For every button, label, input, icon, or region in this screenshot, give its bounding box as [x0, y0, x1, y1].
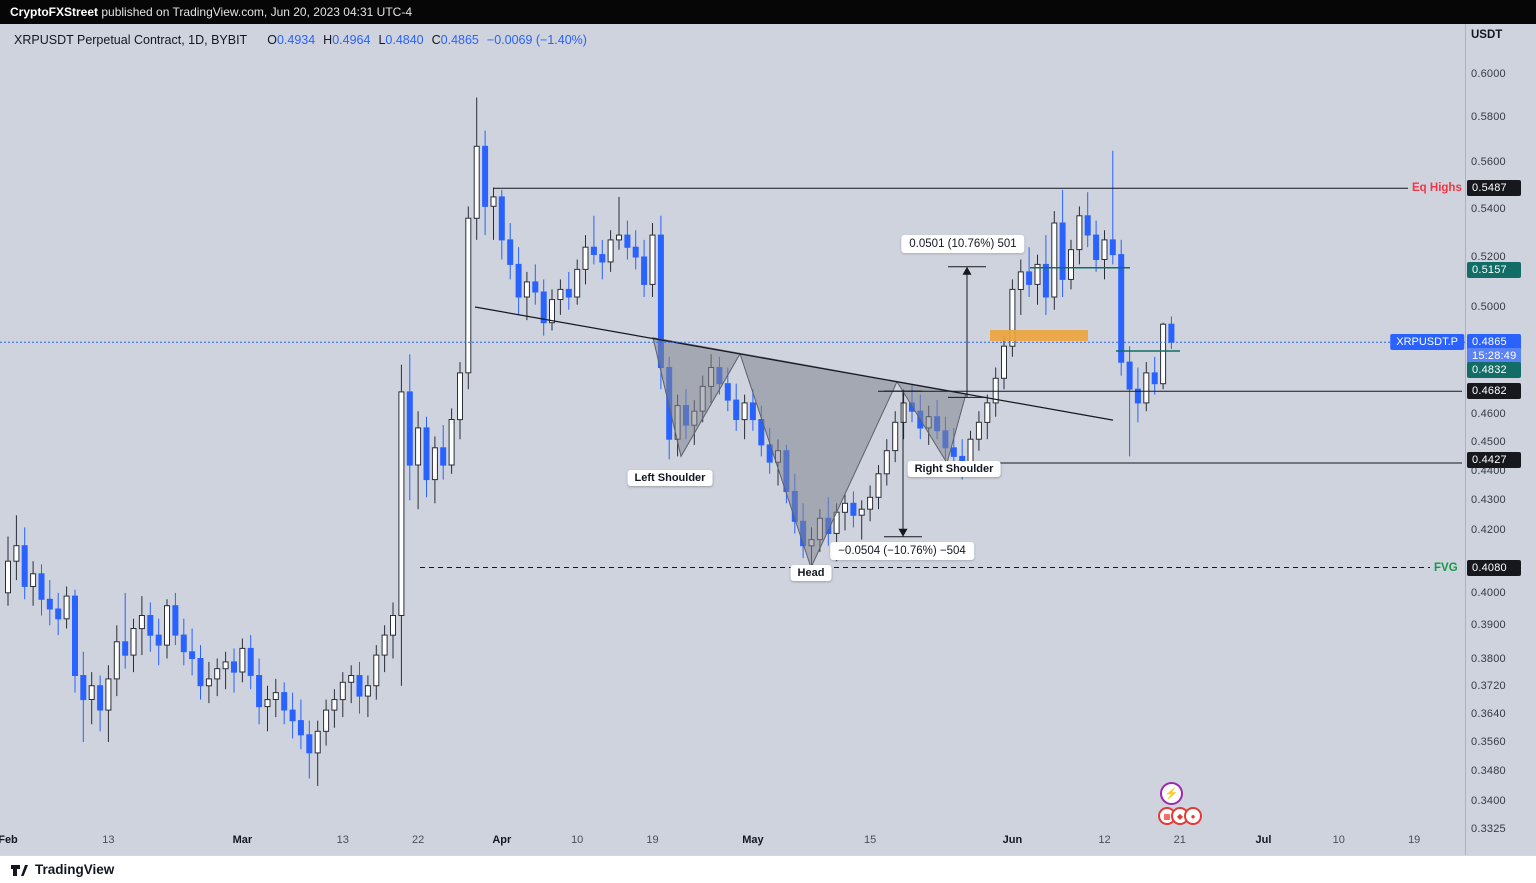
open-label: O — [267, 33, 277, 47]
time-tick: Mar — [232, 834, 253, 846]
time-tick: 13 — [102, 834, 115, 846]
head-label[interactable]: Head — [790, 565, 832, 581]
price-tick: 0.3325 — [1471, 823, 1506, 836]
lightning-bubble[interactable]: ⚡ — [1160, 782, 1183, 805]
time-tick: 12 — [1098, 834, 1111, 846]
price-tick: 0.4300 — [1471, 494, 1506, 507]
time-tick: Feb — [0, 834, 18, 846]
price-tick: 0.3640 — [1471, 707, 1506, 720]
price-tick: 0.5800 — [1471, 111, 1506, 124]
change-value: −0.0069 (−1.40%) — [486, 33, 587, 47]
price-tick: 0.5600 — [1471, 156, 1506, 169]
symbol-price-flag: XRPUSDT.P — [1390, 334, 1464, 351]
symbol-header[interactable]: XRPUSDT Perpetual Contract, 1D, BYBIT O0.… — [14, 33, 587, 47]
reaction-bubbles[interactable]: ▦ ◆ ● — [1158, 807, 1202, 825]
open-value: 0.4934 — [276, 33, 316, 47]
price-tick: 0.3400 — [1471, 794, 1506, 807]
time-tick: 15 — [863, 834, 877, 846]
price-tick: 0.4000 — [1471, 586, 1506, 599]
price-tick: 0.3800 — [1471, 652, 1506, 665]
price-tick: 0.4200 — [1471, 524, 1506, 537]
price-badge-152849: 15:28:49 — [1467, 348, 1522, 364]
time-tick: 10 — [571, 834, 584, 846]
time-tick: 13 — [336, 834, 349, 846]
price-badge-05157: 0.5157 — [1467, 262, 1521, 278]
measure-up-label[interactable]: 0.0501 (10.76%) 501 — [901, 235, 1025, 253]
time-tick: May — [742, 834, 764, 846]
price-tick: 0.5000 — [1471, 301, 1506, 314]
time-tick: Apr — [492, 834, 512, 846]
time-tick: 19 — [646, 834, 659, 846]
symbol-title[interactable]: XRPUSDT Perpetual Contract, 1D, BYBIT — [14, 33, 248, 47]
tradingview-logo[interactable] — [10, 861, 28, 879]
price-badge-04427: 0.4427 — [1467, 452, 1521, 468]
price-tick: 0.5200 — [1471, 251, 1506, 263]
high-value: 0.4964 — [332, 33, 371, 47]
close-label: C — [431, 33, 441, 47]
chart-area[interactable]: XRPUSDT Perpetual Contract, 1D, BYBIT O0.… — [0, 24, 1536, 855]
price-badge-04832: 0.4832 — [1467, 362, 1521, 378]
close-value: 0.4865 — [440, 33, 479, 47]
axis-currency: USDT — [1471, 29, 1503, 41]
reaction-icon: ● — [1184, 807, 1202, 825]
time-tick: 19 — [1408, 834, 1421, 846]
footer-bar: TradingView — [0, 855, 1536, 883]
candlestick-chart[interactable] — [0, 24, 1536, 855]
price-badge-04682: 0.4682 — [1467, 383, 1521, 400]
low-value: 0.4840 — [385, 33, 424, 47]
time-tick: 21 — [1173, 834, 1186, 846]
attribution-bar: CryptoFXStreet published on TradingView.… — [0, 0, 1536, 24]
attribution-author: CryptoFXStreet — [10, 5, 99, 19]
attribution-text: published on TradingView.com, Jun 20, 20… — [98, 5, 412, 19]
time-tick: 10 — [1332, 834, 1345, 846]
price-badge-05487: 0.5487 — [1467, 180, 1521, 197]
time-tick: Jun — [1002, 834, 1023, 846]
time-tick: Jul — [1255, 834, 1272, 846]
eq-highs-label[interactable]: Eq Highs — [1412, 182, 1462, 195]
time-axis[interactable]: Feb 13 Mar 13 22 Apr 10 19 May 15 Jun 12 21 Jul 10 19 — [0, 24, 1536, 855]
price-tick: 0.4500 — [1471, 436, 1506, 449]
high-label: H — [323, 33, 333, 47]
price-axis[interactable]: USDT 0.6000 0.5800 0.5600 0.5400 0.5200 0.5000… — [0, 24, 1536, 855]
right-shoulder-label[interactable]: Right Shoulder — [907, 461, 1001, 477]
price-tick: 0.3720 — [1471, 679, 1506, 692]
low-label: L — [378, 33, 386, 47]
price-badge-04080: 0.4080 — [1467, 559, 1521, 576]
price-tick: 0.5400 — [1471, 202, 1506, 215]
price-tick: 0.3480 — [1471, 765, 1506, 778]
lightning-icon: ⚡ — [1164, 788, 1179, 800]
price-tick: 0.3560 — [1471, 736, 1506, 748]
left-shoulder-label[interactable]: Left Shoulder — [627, 470, 713, 486]
price-tick: 0.4600 — [1471, 408, 1506, 420]
measure-down-label[interactable]: −0.0504 (−10.76%) −504 — [830, 542, 974, 560]
price-tick: 0.3900 — [1471, 619, 1506, 632]
tradingview-brand[interactable]: TradingView — [35, 862, 115, 877]
axis-separator — [1465, 24, 1466, 855]
price-badge-04865: 0.4865 — [1467, 334, 1521, 351]
fvg-label[interactable]: FVG — [1434, 561, 1458, 574]
time-tick: 22 — [411, 834, 425, 846]
price-tick: 0.6000 — [1471, 67, 1506, 80]
